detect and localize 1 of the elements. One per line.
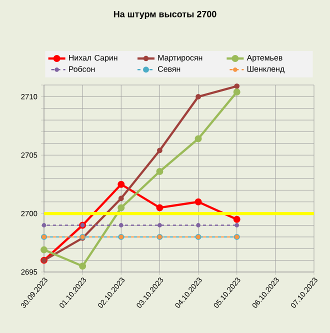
chart-title: На штурм высоты 2700: [114, 10, 216, 20]
